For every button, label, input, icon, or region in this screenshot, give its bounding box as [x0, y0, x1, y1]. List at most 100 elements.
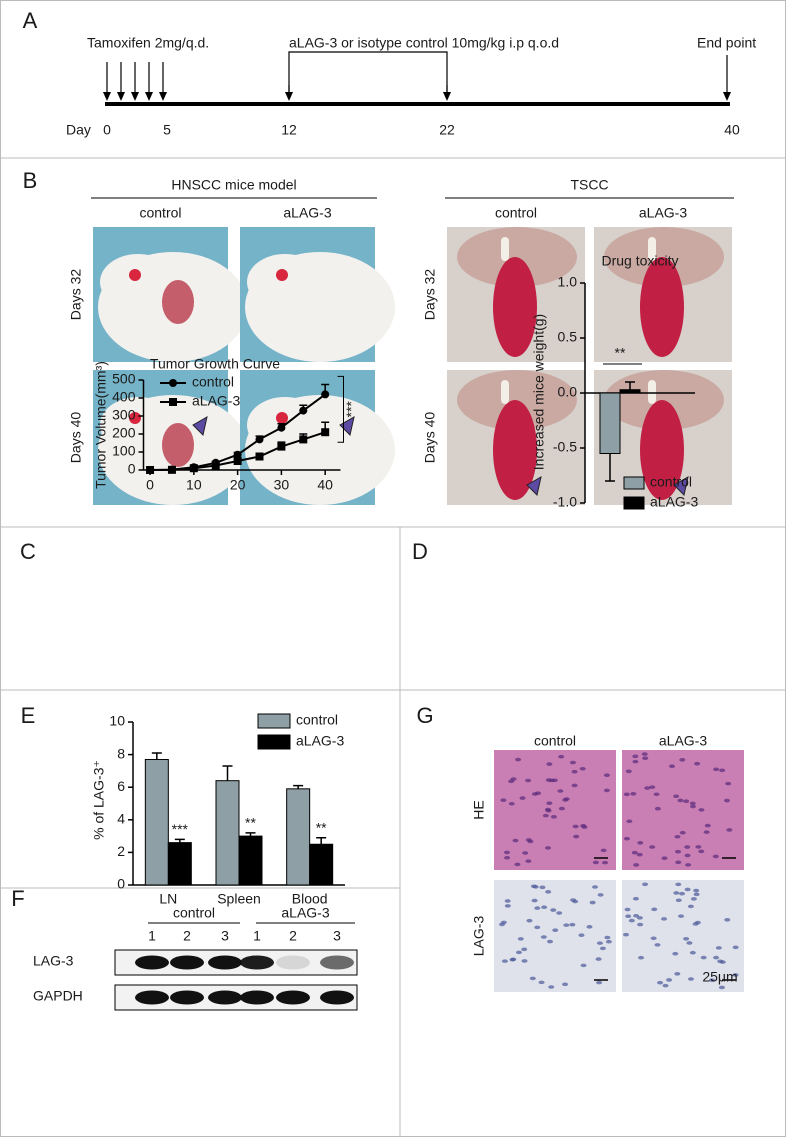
histology-detail [546, 801, 553, 806]
histology-detail [657, 980, 664, 985]
histology-detail [673, 891, 680, 895]
lane-number: 3 [221, 928, 229, 944]
histology-detail [732, 973, 739, 977]
column-label: control [139, 205, 181, 221]
marker [233, 457, 242, 465]
marker [299, 406, 308, 415]
histology-detail [636, 916, 643, 920]
bar [309, 843, 334, 886]
x-tick-label: Spleen [217, 891, 261, 907]
histology-detail [525, 838, 532, 842]
scale-label: 25μm [702, 969, 737, 985]
chart-title: Tumor Growth Curve [150, 356, 280, 372]
y-tick-label: 0 [128, 461, 136, 477]
y-tick-label: 200 [112, 425, 136, 441]
histology-detail [571, 783, 578, 788]
day-number: 12 [281, 122, 297, 138]
y-tick-label: -0.5 [553, 439, 577, 455]
histology-detail [678, 914, 685, 918]
timeline-text: Tamoxifen 2mg/q.d. [87, 35, 209, 51]
error-bar [625, 381, 635, 390]
histology-detail [633, 913, 640, 918]
histology-detail [545, 890, 552, 894]
blot-band [135, 990, 169, 1005]
legend-swatch [623, 496, 645, 510]
histology-detail [558, 754, 565, 759]
histology-detail [515, 757, 522, 762]
legend-label: aLAG-3 [192, 393, 240, 409]
x-tick-label: 10 [186, 477, 202, 493]
column-label: aLAG-3 [659, 733, 707, 749]
histology-detail [571, 769, 578, 774]
histology-detail [694, 761, 701, 766]
column-label: aLAG-3 [639, 205, 687, 221]
histology-detail [596, 980, 603, 985]
photo-detail [162, 280, 194, 324]
histology-detail [508, 801, 515, 806]
histology-detail [687, 904, 694, 909]
histology-detail [732, 945, 739, 950]
histology-detail [569, 760, 576, 765]
panel-label: E [21, 703, 36, 728]
y-tick-label: 0 [117, 876, 125, 892]
lane-number: 1 [148, 928, 156, 944]
histology-detail [689, 804, 696, 809]
histology-detail [637, 922, 644, 927]
histology-image [494, 750, 616, 870]
histology-detail [654, 943, 661, 947]
chart-title: Drug toxicity [601, 253, 678, 269]
histology-detail [525, 778, 532, 783]
histology-detail [723, 798, 730, 803]
histology-detail [684, 853, 691, 858]
histology-detail [686, 941, 693, 945]
panel-label: F [11, 886, 24, 911]
histology-detail [521, 959, 528, 963]
histology-detail [563, 797, 570, 801]
y-axis-label: % of LAG-3⁺ [91, 760, 107, 840]
bar [286, 788, 311, 886]
timeline-text: Day [66, 122, 91, 138]
histology-detail [675, 849, 682, 854]
x-tick-label: 20 [230, 477, 246, 493]
histology-detail [596, 941, 603, 945]
histology-detail [519, 796, 526, 800]
marker [169, 379, 177, 387]
arrow-head [285, 92, 293, 101]
lane-number: 1 [253, 928, 261, 944]
histology-detail [675, 860, 682, 865]
y-tick-label: 0.0 [558, 384, 578, 400]
panel-label: A [23, 8, 38, 33]
row-label: Days 32 [422, 269, 438, 321]
histology-detail [668, 764, 675, 769]
histology-detail [542, 813, 549, 818]
y-axis-label: Tumor Volume(mm³) [93, 361, 109, 489]
histology-detail [548, 778, 555, 783]
photo-detail [493, 400, 537, 500]
x-tick-label: 0 [146, 477, 154, 493]
arrow-head [723, 92, 731, 101]
y-tick-label: 0.5 [558, 329, 578, 345]
histology-detail [573, 834, 580, 839]
histology-detail [674, 834, 681, 839]
histology-detail [725, 781, 732, 786]
group-title: HNSCC mice model [171, 177, 296, 193]
histology-detail [544, 807, 551, 812]
arrow-head [131, 92, 139, 101]
histology-detail [546, 762, 553, 766]
histology-detail [586, 925, 593, 929]
histology-detail [529, 976, 536, 981]
photo-detail [129, 269, 141, 281]
histology-detail [679, 891, 686, 896]
histology-detail [653, 792, 660, 797]
histology-detail [679, 758, 686, 762]
histology-detail [677, 798, 684, 803]
error-bar [222, 765, 233, 781]
histology-detail [579, 766, 586, 771]
legend-swatch [623, 476, 645, 490]
significance-label: ** [615, 345, 626, 361]
histology-detail [522, 851, 529, 855]
photo-arrow [192, 416, 208, 436]
bar [144, 758, 169, 886]
histology-detail [510, 777, 517, 781]
histology-detail [683, 937, 690, 941]
